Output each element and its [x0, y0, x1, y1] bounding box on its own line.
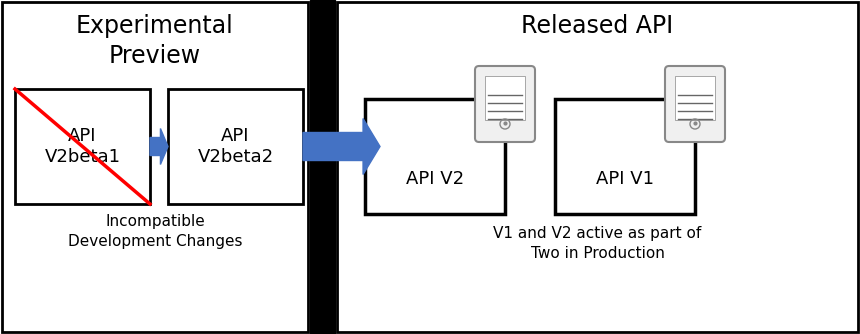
Text: V1 and V2 active as part of
Two in Production: V1 and V2 active as part of Two in Produ… [494, 226, 702, 261]
Bar [2, 2, 308, 332]
Bar [485, 76, 525, 120]
Bar [168, 89, 303, 204]
Text: API
V2beta1: API V2beta1 [45, 127, 120, 166]
Text: API V2: API V2 [406, 170, 464, 188]
Bar [365, 99, 505, 214]
Text: Experimental
Preview: Experimental Preview [77, 14, 234, 68]
Bar [310, 0, 335, 334]
Bar [15, 89, 150, 204]
FancyBboxPatch shape [665, 66, 725, 142]
Text: API V1: API V1 [596, 170, 654, 188]
Text: API
V2beta2: API V2beta2 [198, 127, 273, 166]
Bar [675, 76, 715, 120]
Polygon shape [303, 119, 380, 174]
Text: Incompatible
Development Changes: Incompatible Development Changes [68, 214, 243, 249]
FancyBboxPatch shape [475, 66, 535, 142]
Bar [337, 2, 858, 332]
Text: Released API: Released API [521, 14, 673, 38]
Bar [555, 99, 695, 214]
Polygon shape [150, 129, 168, 165]
